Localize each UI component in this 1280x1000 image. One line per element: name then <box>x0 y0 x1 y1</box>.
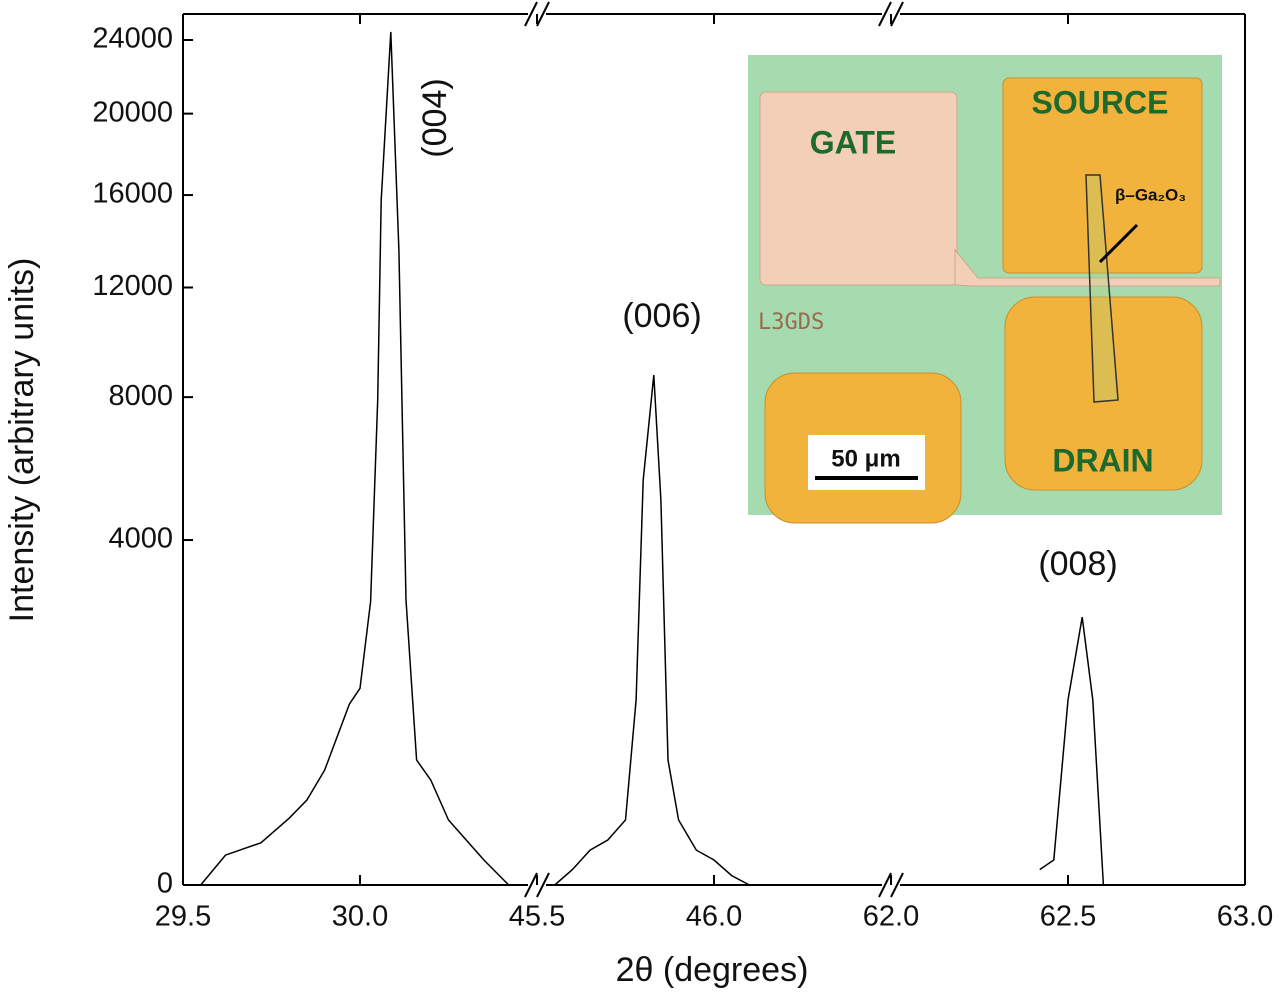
source-label: SOURCE <box>1032 84 1169 120</box>
y-tick-label: 12000 <box>92 270 173 302</box>
gate-pad <box>759 91 958 286</box>
x-tick-label: 62.5 <box>1040 901 1096 933</box>
flake <box>1085 174 1119 403</box>
axis-break <box>524 1 538 27</box>
y-tick-label: 0 <box>157 868 173 900</box>
peak-label: (004) <box>416 78 454 157</box>
data-line <box>554 375 750 886</box>
x-tick-label: 45.5 <box>509 901 565 933</box>
scale-label: 50 μm <box>831 445 900 472</box>
axis-break <box>878 1 892 27</box>
axis-break <box>878 872 892 898</box>
x-tick-label: 29.5 <box>155 901 211 933</box>
axis-break <box>524 872 538 898</box>
drain-label: DRAIN <box>1052 442 1153 478</box>
axis-break <box>890 872 904 898</box>
gate-label: GATE <box>810 124 897 160</box>
axis-break <box>890 1 904 27</box>
chip-id: L3GDS <box>758 310 824 335</box>
x-tick-label: 46.0 <box>686 901 742 933</box>
axis-break <box>536 872 550 898</box>
x-axis-label: 2θ (degrees) <box>616 951 809 989</box>
y-tick-label: 4000 <box>108 523 173 555</box>
material-label: β–Ga₂O₃ <box>1115 185 1186 204</box>
axis-break <box>536 1 550 27</box>
data-line <box>200 31 510 886</box>
data-line <box>1039 616 1105 886</box>
arrow <box>1098 223 1139 264</box>
y-tick-label: 16000 <box>92 178 173 210</box>
scale-box <box>808 435 925 490</box>
drain-pad <box>1004 296 1203 491</box>
peak-label: (006) <box>622 297 701 335</box>
x-tick-label: 30.0 <box>332 901 388 933</box>
y-axis-label: Intensity (arbitrary units) <box>3 258 41 623</box>
inset-micrograph: GATE SOURCE DRAIN β–Ga₂O₃ L3GDS 50 μm <box>748 55 1222 524</box>
source-pad <box>1002 77 1203 274</box>
y-tick-label: 24000 <box>92 23 173 55</box>
peak-label: (008) <box>1038 545 1117 583</box>
y-tick-label: 8000 <box>108 380 173 412</box>
x-tick-label: 62.0 <box>863 901 919 933</box>
x-tick-label: 63.0 <box>1217 901 1273 933</box>
y-tick-label: 20000 <box>92 96 173 128</box>
gate-finger <box>954 248 1221 287</box>
